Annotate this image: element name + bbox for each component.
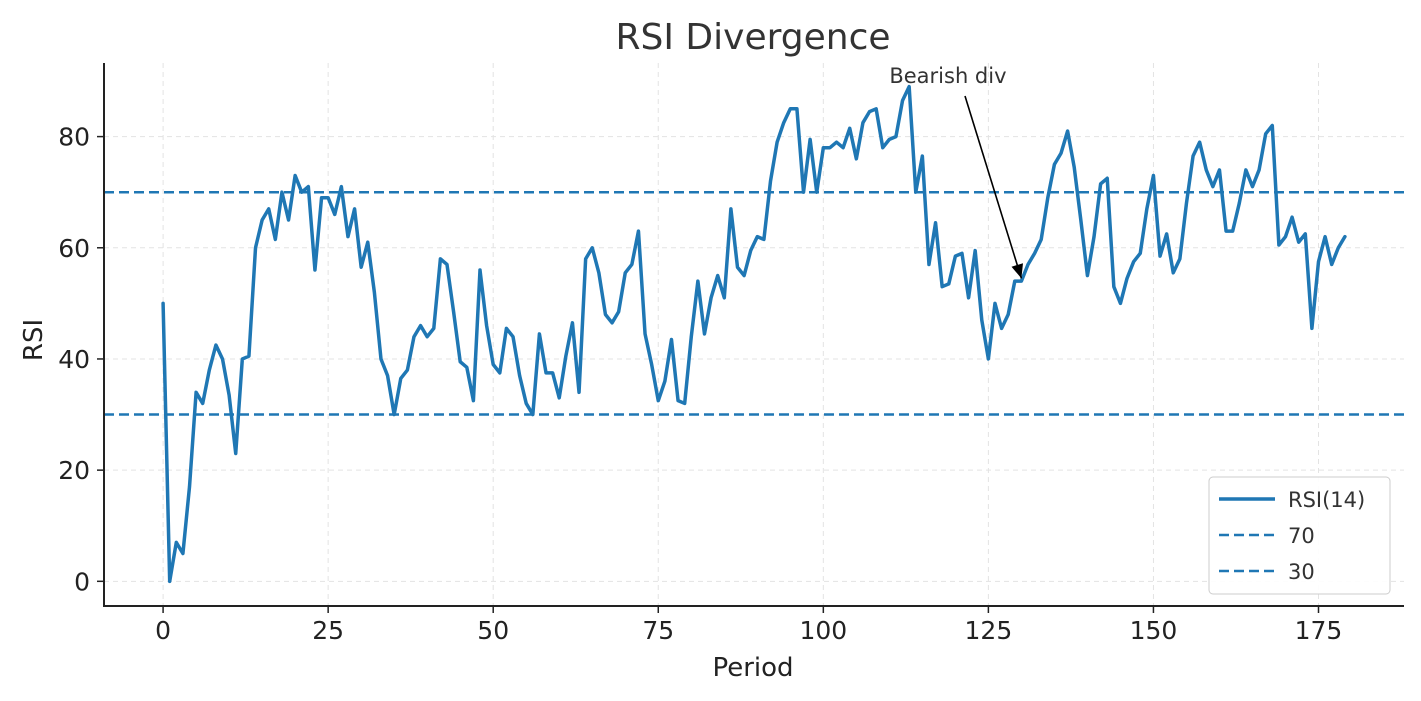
y-tick-label: 40 — [58, 345, 90, 374]
x-tick-label: 150 — [1130, 616, 1178, 645]
legend-label-1: RSI(14) — [1288, 488, 1365, 512]
annotation-text: Bearish div — [889, 64, 1006, 88]
grid — [104, 63, 1404, 606]
y-tick-label: 0 — [74, 567, 90, 596]
y-axis-label: RSI — [19, 319, 49, 361]
x-tick-label: 125 — [965, 616, 1013, 645]
annotation: Bearish div — [889, 64, 1023, 279]
legend-label-2: 70 — [1288, 524, 1315, 548]
x-tick-label: 100 — [799, 616, 847, 645]
chart-title: RSI Divergence — [615, 17, 890, 58]
legend-box — [1208, 476, 1391, 595]
x-tick-label: 175 — [1295, 616, 1343, 645]
x-tick-label: 0 — [155, 616, 171, 645]
x-axis-label: Period — [712, 653, 793, 683]
legend-label-3: 30 — [1288, 560, 1315, 584]
legend: RSI(14) 70 30 — [1208, 476, 1391, 595]
series-line-rsi — [161, 84, 1347, 584]
series-group — [161, 84, 1347, 584]
y-tick-label: 20 — [58, 456, 90, 485]
y-tick-label: 60 — [58, 234, 90, 263]
x-tick-label: 75 — [642, 616, 674, 645]
y-tick-label: 80 — [58, 123, 90, 152]
x-tick-label: 50 — [477, 616, 509, 645]
annotation-arrow-head — [1011, 263, 1023, 279]
annotation-arrow-line — [964, 95, 1023, 279]
axes — [103, 63, 1404, 607]
ticks: 0 25 50 75 100 125 150 175 0 20 40 60 80 — [58, 123, 1342, 645]
x-tick-label: 25 — [312, 616, 344, 645]
